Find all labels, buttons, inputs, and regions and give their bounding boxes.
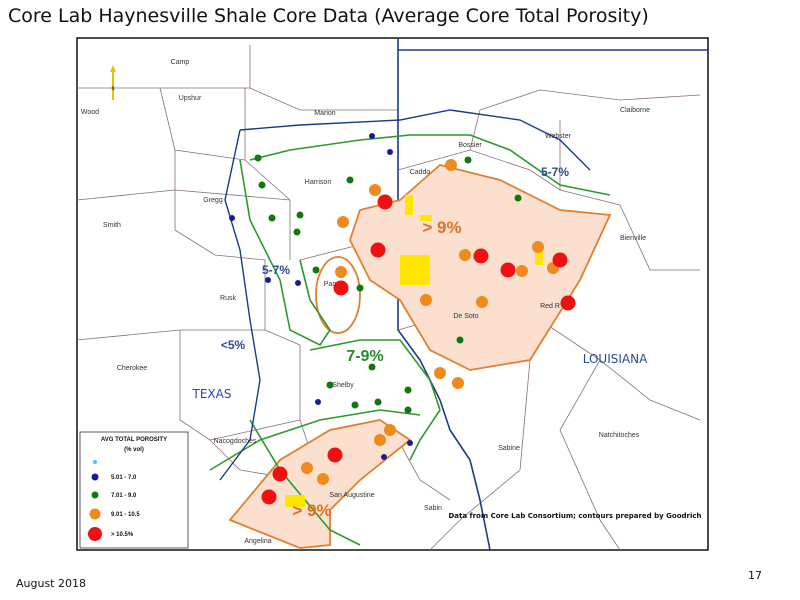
county-label: Bienville (620, 235, 646, 242)
contour-label: > 9% (422, 218, 461, 237)
county-label: Harrison (305, 179, 332, 186)
green-contours (209, 134, 611, 546)
county-label: De Soto (453, 313, 478, 320)
contour-label: > 9% (292, 501, 331, 520)
county-label: Marion (314, 110, 336, 117)
county-lines (76, 45, 701, 551)
county-label: Webster (545, 133, 572, 140)
county-label: Smith (103, 222, 121, 229)
legend-swatch (91, 473, 99, 481)
contour-label: <5% (221, 338, 246, 352)
county-label: Caddo (410, 169, 431, 176)
contour-label: 7-9% (346, 348, 383, 365)
county-labels: Camp Wood Upshur Marion Harrison Gregg S… (81, 59, 650, 545)
wells (229, 133, 576, 505)
legend: AVG TOTAL POROSITY (% vol) 5.01 - 7.0 7.0… (79, 431, 189, 549)
county-label: Gregg (203, 197, 223, 204)
legend-swatch (91, 491, 99, 499)
county-label: Sabin (424, 505, 442, 512)
county-label: Upshur (179, 95, 202, 102)
state-label: TEXAS (192, 387, 232, 401)
county-label: Angelina (244, 538, 271, 545)
county-label: Wood (81, 109, 99, 116)
contour-label: 5-7% (262, 263, 290, 277)
legend-label: 7.01 - 9.0 (111, 493, 137, 499)
county-label: Nacogdoches (214, 438, 257, 445)
legend-swatch (93, 460, 97, 464)
county-label: Claiborne (620, 107, 650, 114)
legend-label: 5.01 - 7.0 (111, 475, 137, 481)
north-label: N (112, 86, 115, 91)
county-label: Pan (324, 281, 337, 288)
county-label: Cherokee (117, 365, 147, 372)
county-label: Bossier (458, 142, 482, 149)
legend-swatch (89, 508, 101, 520)
map: N Camp Wood Upshur Marion Harrison Gregg… (76, 37, 709, 551)
footer-date: August 2018 (16, 577, 86, 590)
legend-title: AVG TOTAL POROSITY (101, 437, 167, 443)
state-label: LOUISIANA (583, 352, 648, 366)
north-arrow: N (110, 65, 116, 100)
legend-swatch (88, 527, 102, 541)
county-label: Shelby (332, 382, 354, 389)
county-label: Natchitoches (599, 432, 640, 439)
county-label: Rusk (220, 295, 236, 302)
slide-title: Core Lab Haynesville Shale Core Data (Av… (8, 5, 649, 27)
page-number: 17 (748, 569, 762, 582)
county-label: Red R (540, 303, 560, 310)
county-label: San Augustine (329, 492, 374, 499)
county-label: Sabine (498, 445, 520, 452)
blue-contours (219, 109, 591, 481)
state-boundary (397, 38, 708, 551)
contour-label: 5-7% (541, 165, 569, 179)
gas-cluster (285, 195, 543, 507)
high-porosity-area (349, 164, 612, 371)
legend-label: 9.01 - 10.5 (111, 512, 140, 518)
legend-label: > 10.5% (111, 532, 134, 538)
credit: Data from Core Lab Consortium; contours … (448, 512, 701, 520)
contour (315, 256, 361, 334)
county-label: Camp (171, 59, 190, 66)
legend-subtitle: (% vol) (124, 447, 144, 453)
